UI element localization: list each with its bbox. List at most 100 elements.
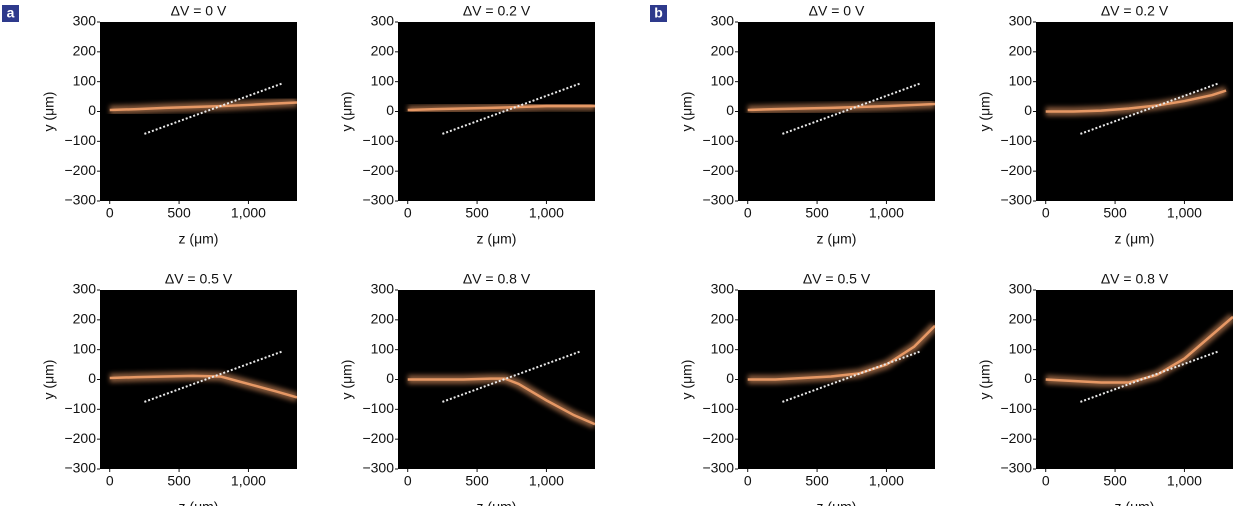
y-tick-label: 200: [711, 43, 735, 59]
chart-title: ΔV = 0 V: [809, 3, 865, 19]
y-tick-label: 100: [711, 340, 735, 356]
chart-title: ΔV = 0.2 V: [1101, 3, 1169, 19]
y-tick-label: 200: [371, 311, 395, 327]
fit-line: [1080, 82, 1220, 135]
fit-line: [782, 350, 922, 403]
x-tick-label: 0: [1042, 473, 1050, 489]
y-tick-label: 0: [386, 370, 394, 386]
fit-line: [782, 82, 922, 135]
chart-title: ΔV = 0 V: [171, 3, 227, 19]
plot-area: [109, 350, 297, 403]
x-tick-label: 500: [1103, 473, 1127, 489]
y-tick-label: 300: [73, 281, 97, 297]
fit-line: [1080, 350, 1220, 403]
x-tick-label: 500: [465, 205, 489, 221]
y-tick-label: 100: [1009, 340, 1033, 356]
y-tick-label: −300: [1000, 460, 1032, 476]
x-tick-label: 0: [1042, 205, 1050, 221]
x-axis-label: z (μm): [1115, 231, 1155, 247]
panel: ΔV = 0.5 V −300 −200 −100 0 100 200 300 0 500 1,00…: [41, 271, 297, 511]
y-tick-label: 0: [386, 102, 394, 118]
x-tick-label: 1,000: [869, 205, 904, 221]
y-tick-label: 300: [711, 281, 735, 297]
y-tick-label: 0: [1024, 102, 1032, 118]
y-tick-label: −100: [362, 400, 394, 416]
y-tick-label: −200: [362, 430, 394, 446]
y-tick-label: 200: [73, 311, 97, 327]
x-tick-label: 1,000: [529, 473, 564, 489]
x-tick-label: 1,000: [529, 205, 564, 221]
x-axis-label: z (μm): [179, 231, 219, 247]
fit-line: [442, 82, 582, 135]
y-tick-label: 300: [371, 13, 395, 29]
x-tick-label: 0: [106, 473, 114, 489]
y-tick-label: −100: [64, 400, 96, 416]
x-tick-label: 1,000: [231, 205, 266, 221]
plot-area: [1045, 313, 1233, 403]
y-tick-label: 300: [711, 13, 735, 29]
beam: [407, 104, 595, 112]
chart-title: ΔV = 0.5 V: [803, 271, 871, 287]
x-tick-label: 500: [805, 473, 829, 489]
plot-area: [109, 82, 297, 135]
y-tick-label: 0: [1024, 370, 1032, 386]
chart-title: ΔV = 0.5 V: [165, 271, 233, 287]
y-tick-label: −100: [64, 132, 96, 148]
panel: ΔV = 0.2 V −300 −200 −100 0 100 200 300 0 500 1,00…: [977, 3, 1233, 247]
y-axis-label: y (μm): [41, 92, 57, 132]
panel-label: b: [654, 5, 663, 21]
x-axis-label: z (μm): [817, 231, 857, 247]
y-axis-label: y (μm): [977, 92, 993, 132]
x-tick-label: 500: [167, 473, 191, 489]
y-tick-label: −200: [1000, 162, 1032, 178]
y-tick-label: −100: [362, 132, 394, 148]
beam: [109, 374, 297, 399]
y-tick-label: −300: [64, 192, 96, 208]
beam: [1045, 315, 1233, 384]
y-axis-label: y (μm): [977, 360, 993, 400]
x-tick-label: 500: [805, 205, 829, 221]
y-axis-label: y (μm): [41, 360, 57, 400]
fit-line: [144, 82, 284, 135]
x-axis-label: z (μm): [477, 231, 517, 247]
plot-area: [407, 82, 595, 135]
x-tick-label: 1,000: [1167, 473, 1202, 489]
panel: ΔV = 0 V −300 −200 −100 0 100 200 300 0 500 1,000 z…: [2, 3, 297, 247]
plot-area: [407, 350, 595, 429]
x-axis-label: z (μm): [817, 499, 857, 506]
y-tick-label: −300: [1000, 192, 1032, 208]
y-tick-label: 100: [371, 340, 395, 356]
y-tick-label: 200: [73, 43, 97, 59]
panel: ΔV = 0.2 V −300 −200 −100 0 100 200 300 0 500 1,00…: [339, 3, 595, 247]
y-tick-label: 100: [73, 340, 97, 356]
plot-area: [747, 82, 935, 135]
panel: ΔV = 0.8 V −300 −200 −100 0 100 200 300 0 500 1,00…: [977, 271, 1233, 511]
x-tick-label: 0: [404, 205, 412, 221]
panel: ΔV = 0.5 V −300 −200 −100 0 100 200 300 0 500 1,00…: [679, 271, 935, 511]
y-tick-label: 100: [371, 72, 395, 88]
y-axis-label: y (μm): [679, 92, 695, 132]
panel-badge: [650, 5, 667, 22]
y-tick-label: −200: [64, 430, 96, 446]
y-tick-label: 300: [1009, 13, 1033, 29]
panel-label: a: [7, 5, 15, 21]
plot-area: [1045, 82, 1228, 135]
chart-title: ΔV = 0.8 V: [463, 271, 531, 287]
y-axis-label: y (μm): [339, 360, 355, 400]
beam: [109, 101, 297, 112]
y-tick-label: 200: [1009, 311, 1033, 327]
y-tick-label: −100: [1000, 132, 1032, 148]
y-tick-label: 0: [88, 370, 96, 386]
y-tick-label: −300: [362, 460, 394, 476]
x-tick-label: 500: [465, 473, 489, 489]
y-tick-label: −200: [362, 162, 394, 178]
y-tick-label: 300: [73, 13, 97, 29]
x-axis-label: z (μm): [179, 499, 219, 506]
y-tick-label: −200: [1000, 430, 1032, 446]
y-tick-label: 0: [726, 370, 734, 386]
y-tick-label: −300: [362, 192, 394, 208]
y-tick-label: −100: [702, 132, 734, 148]
y-tick-label: −200: [702, 162, 734, 178]
y-tick-label: 200: [1009, 43, 1033, 59]
